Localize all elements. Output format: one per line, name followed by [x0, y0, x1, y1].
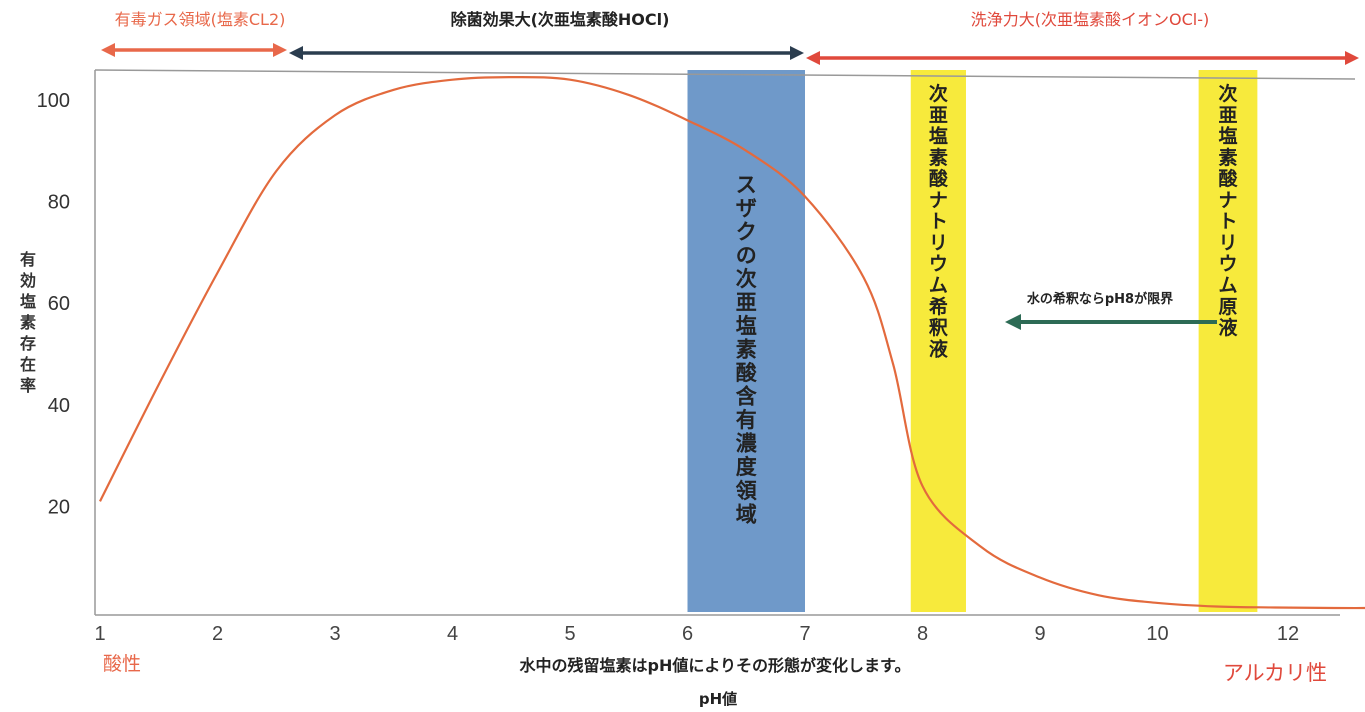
x-tick-8: 8: [917, 623, 928, 645]
y-axis-title: 有効塩素存在率: [20, 250, 36, 395]
svg-text:次亜塩素酸ナトリウム原液: 次亜塩素酸ナトリウム原液: [1218, 82, 1238, 339]
y-tick-100: 100: [37, 90, 70, 112]
acid-label: 酸性: [103, 653, 141, 675]
band-2: [1198, 70, 1258, 612]
y-tick-40: 40: [48, 395, 70, 417]
series-line-0: [99, 76, 1365, 610]
x-tick-10: 10: [1146, 623, 1168, 645]
subtitle-below: 水中の残留塩素はpH値によりその形態が変化します。: [520, 656, 911, 675]
svg-text:次亜塩素酸ナトリウム希釈液: 次亜塩素酸ナトリウム希釈液: [929, 82, 949, 360]
arrow-label-cleaning: 洗浄力大(次亜塩素酸イオンOCl-): [971, 10, 1209, 29]
x-tick-7: 7: [799, 623, 810, 645]
svg-text:スザクの次亜塩素酸含有濃度領域: スザクの次亜塩素酸含有濃度領域: [736, 173, 758, 526]
x-tick-5: 5: [564, 623, 575, 645]
y-tick-20: 20: [48, 496, 70, 518]
y-tick-60: 60: [48, 293, 70, 315]
y-tick-80: 80: [48, 192, 70, 214]
x-tick-9: 9: [1034, 623, 1045, 645]
x-tick-3: 3: [329, 623, 340, 645]
band-0: [687, 70, 805, 612]
x-tick-12: 12: [1277, 623, 1299, 645]
x-tick-2: 2: [212, 623, 223, 645]
alkali-label: アルカリ性: [1223, 661, 1327, 685]
arrow-label-toxic: 有毒ガス領域(塩素CL2): [115, 10, 286, 29]
arrow-label-disinfect: 除菌効果大(次亜塩素酸HOCl): [451, 10, 670, 29]
top-border: [94, 69, 1356, 80]
x-axis-title: pH値: [699, 690, 737, 708]
band-label-2: 次亜塩素酸ナトリウム原液: [1218, 82, 1238, 339]
annotation-label: 水の希釈ならpH8が限界: [1027, 291, 1173, 307]
band-label-1: 次亜塩素酸ナトリウム希釈液: [929, 82, 949, 360]
x-tick-1: 1: [94, 623, 105, 645]
band-label-0: スザクの次亜塩素酸含有濃度領域: [736, 173, 758, 526]
x-tick-6: 6: [682, 623, 693, 645]
x-tick-4: 4: [447, 623, 458, 645]
band-1: [910, 70, 966, 612]
